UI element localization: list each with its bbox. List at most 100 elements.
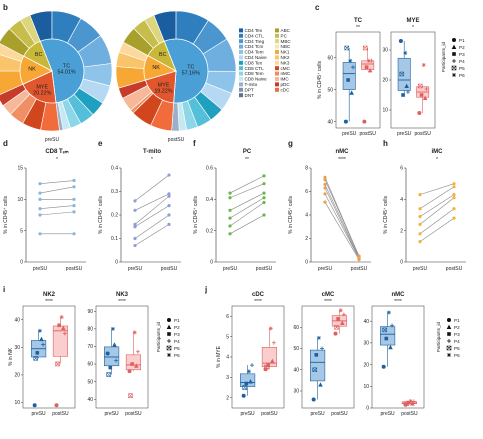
panel-letters: b c d e f g h i j [3,3,388,294]
boxplot-title: NK3 [116,292,129,298]
panel-g-y-tick-label: 4 [305,213,308,219]
boxplot-point-presu-p3 [384,336,389,341]
boxplot-title: TC [354,18,363,24]
boxplot-point-postsu-p4 [341,312,346,317]
boxplot-point-postsu-p5 [334,324,339,330]
legend-swatch-imc [275,77,279,81]
panel-f-x-tick-label: preSU [223,266,238,272]
panel-f-pair-line [229,175,265,194]
legend-swatch-nbc [275,44,279,49]
panel-d-point-post [72,232,76,236]
boxplot-significance: **** [394,299,402,305]
boxplot-point-presu-p6 [37,328,42,333]
panel-j-cmc: cMC**** 30 40 50 60 preSU postSU [293,292,355,417]
panel-c-mye: MYE* 10 20 30 preSU postSU [382,18,436,137]
boxplot-point-presu-p2 [388,344,393,350]
legend-label-dnt: DNT [245,93,255,98]
panel-g-y-tick-label: 6 [305,189,308,195]
panel-f-y-tick-label: 0 [210,260,213,266]
panel-g-x-tick-label: preSU [318,266,333,272]
panel-h-paired-plot: iMC * 0 2 4 6 % in CD45⁺ cells preSU postSU [383,149,466,272]
panel-i-participants-legend: Participants_id P1 P2 P3 P4 P5 P6 [156,318,180,358]
boxplot-point-presu-p2 [318,382,323,387]
panel-e-point-pre [133,208,137,212]
panel-d-point-post [72,197,76,201]
boxplot-point-presu-p6 [386,310,391,315]
panel-f-y-axis-label: % in CD45⁺ cells [193,196,199,234]
panel-g-paired-plot: nMC **** 0 2 4 6 8 % in CD45⁺ cells preSU postSU [288,149,371,272]
boxplot-point-presu-p5 [344,45,350,51]
panel-d-x-tick-label: postSU [66,266,83,272]
boxplot-y-tick-label: 20 [363,362,369,368]
participants-legend-label-p3: P3 [454,332,460,337]
legend-label-cd4-tem: CD4 Tem [245,50,264,55]
legend-label-cd4-tex: CD4 Tex [245,28,263,33]
pie-inner-label-bc: BC [35,52,43,58]
panel-d-point-pre [38,197,42,201]
panel-d-pair-line [39,186,75,194]
boxplot-x-tick-label: preSU [342,131,357,137]
panel-f-x-tick-label: postSU [256,266,273,272]
panel-h-point-pre [418,193,422,197]
panel-h-pair-line [419,208,455,235]
pie-inner-label-mye: MYE [158,83,170,89]
boxplot-x-tick-label: preSU [311,411,326,417]
boxplot-point-postsu-p3 [419,93,424,97]
participants-legend-marker-p5 [166,345,172,351]
panel-g-point-pre [323,192,327,196]
boxplot-point-presu-p5 [242,385,248,390]
panel-e-significance: * [151,157,153,163]
participants-legend-marker-p4 [452,59,456,63]
boxplot-point-presu-p6 [110,326,115,331]
panel-letter-j: j [204,285,207,294]
panel-f-y-tick-label: 0.4 [206,197,213,203]
boxplot-x-tick-label: postSU [125,411,142,417]
boxplot-significance: **** [254,299,262,305]
boxplot-significance: * [412,25,414,31]
legend-swatch-dnt [239,93,243,98]
participants-legend-label-p1: P1 [459,38,465,43]
boxplot-point-presu-p2 [248,379,253,384]
legend-swatch-nk3 [275,60,279,65]
participants-legend-label-p2: P2 [174,325,180,330]
panel-f-point-pre [228,196,232,200]
boxplot-y-tick-label: 50 [327,87,333,93]
panel-f-pair-line [229,192,265,211]
panel-h-pair-line [419,217,455,242]
panel-d-point-pre [38,207,42,211]
boxplot-point-presu-p4 [350,65,355,70]
pie-inner-percent-tc: 54.01% [57,69,75,75]
panel-f-pair-line [229,183,265,199]
boxplot-point-postsu-p2 [367,68,373,73]
boxplot-y-tick-label: 60 [87,362,93,368]
participants-legend-label-p5: P5 [459,66,465,71]
panel-d-point-post [72,210,76,214]
boxplot-point-postsu-p1 [417,111,422,115]
participants-legend-marker-p2 [446,324,452,329]
panel-f-y-tick-label: 0.6 [206,166,213,172]
panel-f-point-post [262,200,266,205]
boxplot-y-tick-label: 10 [363,384,369,390]
panel-e-title: T-mito [143,149,161,155]
boxplot-point-presu-p4 [250,363,255,368]
panel-d-paired-plot: CD8 Tₑₘ * 0 5 10 15 % in CD45⁺ cells preSU postS… [3,149,86,272]
participants-legend-label-p5: P5 [174,346,180,351]
panel-f-point-pre [228,216,232,220]
panel-d-x-tick-label: preSU [33,266,48,272]
panel-h-point-post [452,216,456,220]
boxplot-point-presu-p3 [244,381,249,386]
panel-c-participants-legend: Participants_id P1 P2 P3 P4 P5 P6 [441,38,465,78]
panel-d-point-pre [38,182,42,186]
panel-h-pair-line [419,186,455,209]
boxplot-point-postsu-p4 [62,331,67,336]
boxplot-y-tick-label: 50 [87,379,93,385]
boxplot-point-postsu-p2 [422,95,428,100]
participants-legend-label-p3: P3 [174,332,180,337]
legend-swatch-cd4-treg [239,39,243,44]
boxplot-x-tick-label: preSU [381,411,396,417]
pie-inner-percent-mye: 20.22% [33,90,51,96]
panel-h-y-tick-label: 4 [400,197,403,203]
